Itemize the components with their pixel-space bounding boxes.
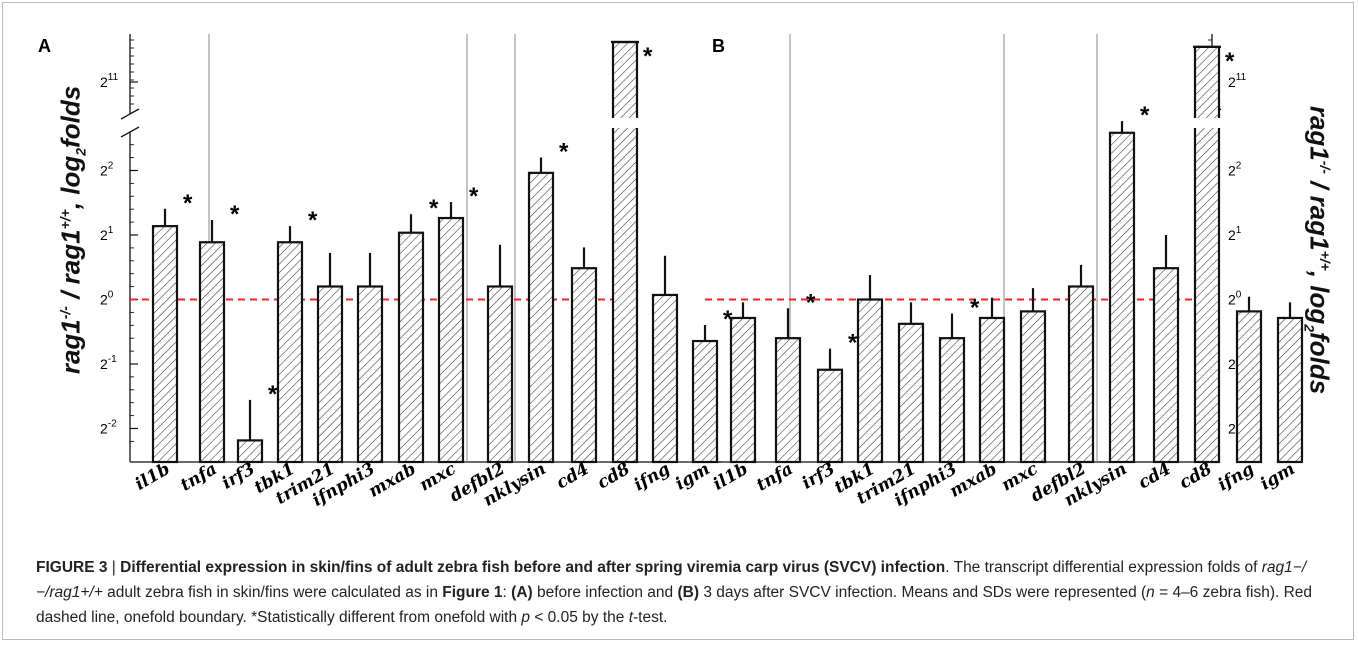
bar-defbl2 — [1067, 285, 1095, 464]
gene-label-tnfa: tnfa — [753, 459, 796, 496]
significance-star-tbk1: * — [308, 207, 318, 234]
bar-trim21 — [897, 322, 925, 464]
y-axis-label-a: rag1-/- / rag1+/+, log2folds — [55, 85, 89, 375]
panel-b-tick-label-3: 21 — [1228, 225, 1242, 243]
bar-tbk1 — [276, 241, 304, 464]
panel-a-tick-label-3: 21 — [100, 225, 114, 243]
gene-label-cd4: cd4 — [553, 459, 593, 493]
significance-star-nklysin: * — [559, 138, 569, 165]
figure-caption: FIGURE 3 | Differential expression in sk… — [36, 559, 1313, 626]
panel-a-tick-label-1: 2-1 — [100, 354, 117, 372]
panel-a-axis-break-1 — [120, 126, 140, 138]
bar-mxab — [978, 316, 1006, 464]
bar-igm — [691, 339, 719, 464]
bar-break-cd8 — [1193, 118, 1221, 128]
bar-cd4 — [1152, 267, 1180, 464]
panel-b-tick-label-4: 22 — [1228, 161, 1242, 179]
gene-label-igm: igm — [672, 459, 713, 494]
bar-mxc — [437, 216, 465, 464]
bar-il1b — [729, 316, 757, 464]
caption-title: Differential expression in skin/fins of … — [120, 559, 946, 576]
panel-a-tick-label-0: 2-2 — [100, 419, 117, 437]
gene-label-ifng: ifng — [631, 459, 674, 495]
significance-star-irf3: * — [848, 330, 858, 357]
bar-mxc — [1019, 310, 1047, 464]
significance-star-tnfa: * — [806, 289, 816, 316]
gene-label-irf3: irf3 — [799, 459, 839, 494]
bar-ifnphi3 — [938, 337, 966, 464]
caption-figure-ref: Figure 1 — [442, 584, 503, 601]
panel-a-tick-label-2: 20 — [100, 290, 114, 308]
panel-a-tick-label-4: 22 — [100, 161, 114, 179]
panel-b-tick-label-2: 20 — [1228, 290, 1242, 308]
bar-defbl2 — [486, 285, 514, 464]
bar-nklysin — [527, 171, 555, 464]
bar-trim21 — [316, 285, 344, 464]
gene-label-tnfa: tnfa — [177, 459, 220, 496]
caption-ratio: rag1−/−/rag1+/+ — [36, 559, 1307, 601]
bar-mxab — [397, 231, 425, 464]
panel-b-tick-label-5: 211 — [1228, 72, 1247, 90]
bar-irf3 — [236, 439, 264, 464]
panel-a-tick-label-5: 211 — [100, 72, 119, 90]
charts-svg: A2-22-1202122211*il1b*tnfa*irf3*tbk1trim… — [38, 34, 1304, 511]
significance-star-igm: * — [723, 306, 733, 333]
significance-star-irf3: * — [268, 381, 278, 408]
gene-label-ifng: ifng — [1215, 459, 1258, 495]
gene-label-mxab: mxab — [946, 459, 1000, 502]
bar-break-cd8 — [611, 118, 639, 128]
significance-star-ifnphi3: * — [970, 295, 980, 322]
bar-ifnphi3 — [356, 285, 384, 464]
panel-b-label: B — [712, 36, 725, 56]
bar-igm — [1276, 316, 1304, 464]
y-axis-label-b: rag1-/- / rag1+/+, log2folds — [1301, 105, 1335, 395]
bar-tnfa — [774, 337, 802, 464]
significance-star-cd8: * — [643, 43, 653, 70]
bar-ifng — [1235, 310, 1263, 464]
bar-tnfa — [198, 241, 226, 464]
significance-star-tnfa: * — [230, 201, 240, 228]
bar-cd4 — [570, 267, 598, 464]
significance-star-mxab: * — [429, 195, 439, 222]
significance-star-mxc: * — [469, 183, 479, 210]
bar-il1b — [151, 225, 179, 464]
gene-label-cd8: cd8 — [1176, 459, 1216, 493]
significance-star-cd8: * — [1225, 48, 1235, 75]
gene-label-igm: igm — [1257, 459, 1298, 494]
bar-ifng — [651, 293, 679, 464]
gene-label-mxab: mxab — [365, 459, 419, 502]
gene-label-cd8: cd8 — [594, 459, 634, 493]
panel-a-label: A — [38, 36, 51, 56]
bar-irf3 — [816, 368, 844, 464]
bar-cd8 — [1193, 45, 1221, 464]
significance-star-il1b: * — [183, 190, 193, 217]
bar-nklysin — [1108, 131, 1136, 464]
bar-tbk1 — [856, 298, 884, 464]
gene-label-irf3: irf3 — [219, 459, 259, 494]
panel-a-axis-break-0 — [120, 108, 140, 120]
caption-figure-label: FIGURE 3 — [36, 559, 108, 576]
gene-label-il1b: il1b — [710, 459, 752, 495]
gene-label-il1b: il1b — [132, 459, 174, 495]
gene-label-cd4: cd4 — [1135, 459, 1175, 493]
significance-star-nklysin: * — [1140, 102, 1150, 129]
bar-cd8 — [611, 40, 639, 464]
